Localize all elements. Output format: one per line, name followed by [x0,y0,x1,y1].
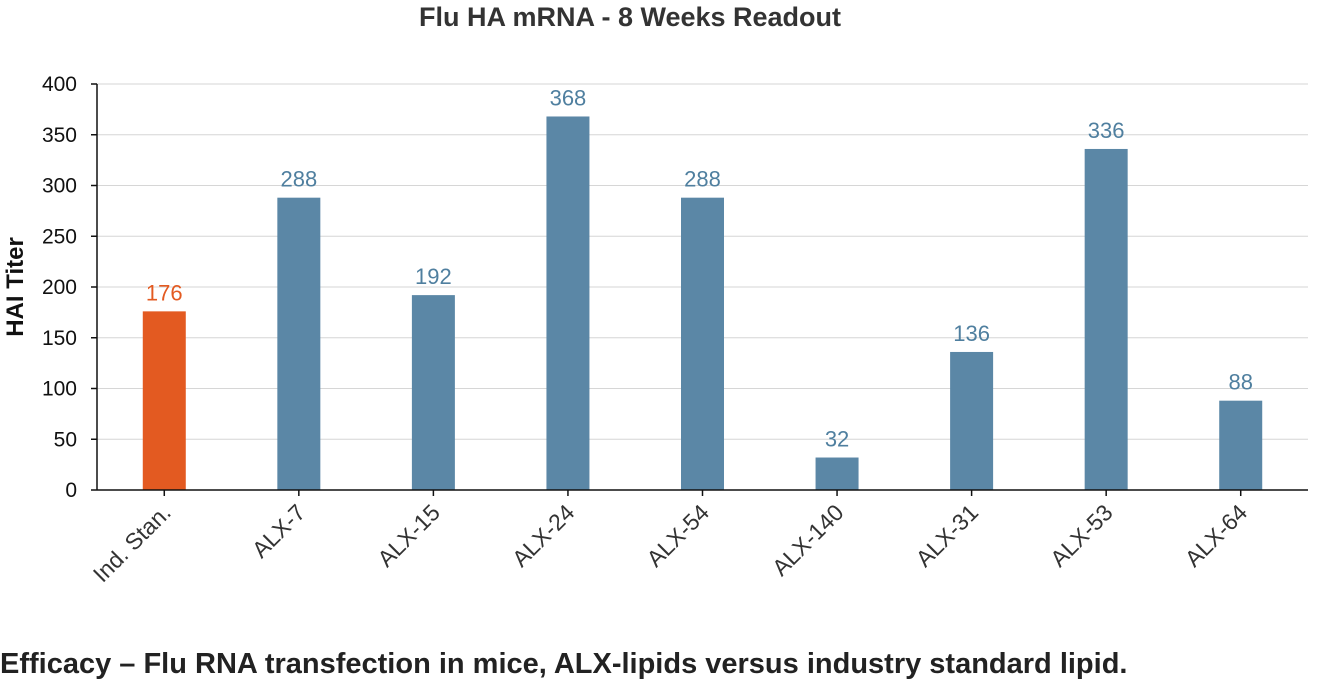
x-tick-label: ALX-54 [641,499,714,572]
bar [277,197,321,490]
y-tick-label: 50 [54,428,77,451]
data-label: 176 [146,280,183,305]
bar [546,116,590,490]
y-axis-label: HAI Titer [2,237,29,337]
y-tick-label: 350 [42,124,77,147]
x-tick-label: Ind. Stan. [88,499,176,587]
x-axis-ticks: Ind. Stan. ALX-7 ALX-15 ALX-24 ALX-54 ALX-140… [88,490,1253,587]
data-label: 88 [1228,370,1252,395]
y-tick-label: 400 [42,73,77,96]
bar-chart: Flu HA mRNA - 8 Weeks Readout HAI Titer … [2,2,1308,587]
bar [1219,400,1263,490]
bar [950,351,994,490]
y-tick-label: 0 [65,479,77,502]
bars [142,116,1263,490]
data-label: 336 [1088,118,1125,143]
y-tick-label: 200 [42,276,77,299]
bar [681,197,724,490]
x-tick-label: ALX-53 [1045,499,1118,572]
y-tick-label: 250 [42,225,77,248]
figure-caption: Efficacy – Flu RNA transfection in mice,… [0,648,1128,680]
data-label: 32 [825,427,849,452]
bar [815,457,859,490]
data-label: 288 [684,167,721,192]
x-tick-label: ALX-31 [911,499,984,572]
x-tick-label: ALX-7 [247,499,311,563]
data-label: 192 [415,264,452,289]
data-labels: 176 288 192 368 288 32 136 336 88 [146,85,1253,451]
x-tick-label: ALX-64 [1180,499,1253,572]
y-tick-label: 150 [42,327,77,350]
y-tick-label: 300 [42,175,77,198]
x-tick-label: ALX-140 [767,499,849,581]
data-label: 136 [953,321,990,346]
data-label: 368 [550,85,587,110]
bar [411,295,455,490]
chart-title: Flu HA mRNA - 8 Weeks Readout [419,2,841,32]
y-tick-label: 100 [42,378,77,401]
y-axis-ticks: 0 50 100 150 200 250 300 350 400 [42,73,97,502]
x-tick-label: ALX-15 [372,499,445,572]
bar [1084,148,1128,490]
x-tick-label: ALX-24 [507,499,580,572]
bar [142,311,186,490]
data-label: 288 [280,167,317,192]
